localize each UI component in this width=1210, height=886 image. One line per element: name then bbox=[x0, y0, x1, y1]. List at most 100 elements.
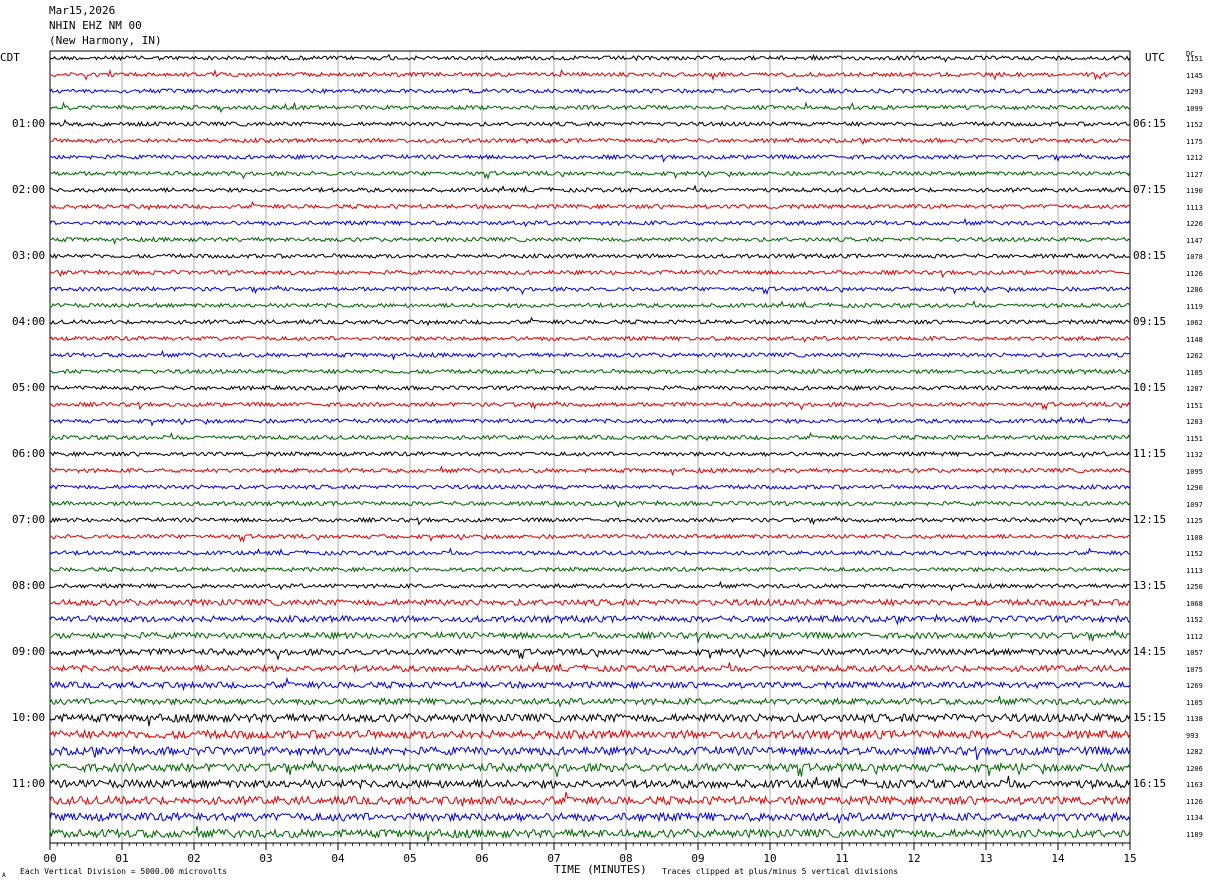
dc-offset-label: 1147 bbox=[1186, 236, 1203, 245]
dc-offset-label: 1127 bbox=[1186, 170, 1203, 179]
dc-offset-label: 1138 bbox=[1186, 715, 1203, 723]
x-tick-label: 03 bbox=[259, 852, 273, 865]
utc-time-label: 06:15 bbox=[1133, 117, 1167, 130]
left-timezone-label: CDT bbox=[0, 51, 20, 64]
dc-offset-label: 1151 bbox=[1186, 55, 1203, 63]
seismic-trace-row bbox=[49, 349, 1131, 361]
seismic-trace-row bbox=[49, 676, 1131, 692]
x-tick-label: 09 bbox=[691, 852, 705, 865]
utc-time-label: 08:15 bbox=[1133, 249, 1167, 262]
x-tick-label: 10 bbox=[763, 852, 777, 865]
x-tick-label: 06 bbox=[475, 852, 489, 865]
dc-offset-label: 1212 bbox=[1186, 154, 1203, 162]
dc-offset-label: 1190 bbox=[1186, 187, 1203, 195]
dc-offset-label: 1145 bbox=[1186, 71, 1203, 80]
seismic-trace-row bbox=[49, 400, 1131, 411]
cdt-time-label: 10:00 bbox=[12, 711, 46, 724]
dc-offset-label: 1134 bbox=[1186, 814, 1203, 822]
seismic-trace-row bbox=[49, 299, 1131, 309]
corner-mark: A bbox=[2, 872, 6, 879]
seismic-trace-row bbox=[49, 252, 1131, 260]
seismic-trace-row bbox=[49, 515, 1131, 526]
scale-note: Each Vertical Division = 5000.00 microvo… bbox=[20, 867, 228, 876]
seismic-trace-row bbox=[49, 416, 1131, 427]
utc-time-label: 16:15 bbox=[1133, 777, 1167, 790]
cdt-time-label: 02:00 bbox=[12, 183, 46, 196]
cdt-time-label: 05:00 bbox=[12, 381, 46, 394]
cdt-time-label: 06:00 bbox=[12, 447, 46, 460]
seismic-trace-row bbox=[49, 268, 1131, 279]
dc-offset-label: 1126 bbox=[1186, 269, 1203, 278]
dc-offset-label: 1112 bbox=[1186, 632, 1203, 641]
utc-time-label: 15:15 bbox=[1133, 711, 1167, 724]
dc-header-label: DC bbox=[1186, 50, 1195, 58]
dc-offset-label: 1108 bbox=[1186, 533, 1203, 542]
seismic-trace-row bbox=[49, 712, 1131, 727]
seismic-trace-row bbox=[49, 316, 1131, 327]
seismic-trace-row bbox=[49, 629, 1131, 644]
cdt-time-label: 01:00 bbox=[12, 117, 46, 130]
plot-frame bbox=[49, 50, 1131, 844]
x-tick-label: 00 bbox=[43, 852, 57, 865]
x-tick-label: 14 bbox=[1051, 852, 1065, 865]
seismic-trace-row bbox=[49, 284, 1131, 296]
dc-offset-label: 1105 bbox=[1186, 368, 1203, 377]
utc-time-label: 10:15 bbox=[1133, 381, 1167, 394]
utc-time-label: 12:15 bbox=[1133, 513, 1167, 526]
dc-offset-label: 1175 bbox=[1186, 137, 1203, 146]
dc-offset-label: 1148 bbox=[1186, 335, 1203, 344]
seismic-trace-row bbox=[49, 547, 1131, 558]
seismic-trace-row bbox=[49, 152, 1131, 163]
seismic-trace-row bbox=[49, 170, 1131, 180]
x-tick-label: 12 bbox=[907, 852, 921, 865]
seismic-trace-row bbox=[49, 580, 1131, 592]
utc-time-label: 14:15 bbox=[1133, 645, 1167, 658]
dc-offset-label: 1269 bbox=[1186, 682, 1203, 690]
seismic-trace-row bbox=[49, 695, 1131, 708]
clip-note: Traces clipped at plus/minus 5 vertical … bbox=[662, 867, 899, 876]
seismic-trace-row bbox=[49, 775, 1131, 790]
x-tick-label: 15 bbox=[1123, 852, 1137, 865]
dc-offset-label: 1105 bbox=[1186, 698, 1203, 707]
seismic-trace-row bbox=[49, 217, 1131, 228]
dc-offset-label: 1125 bbox=[1186, 517, 1203, 525]
seismic-trace-row bbox=[49, 791, 1131, 807]
right-timezone-label: UTC bbox=[1145, 51, 1165, 64]
seismic-trace-row bbox=[49, 53, 1131, 63]
cdt-time-label: 03:00 bbox=[12, 249, 46, 262]
dc-offset-label: 1250 bbox=[1186, 583, 1203, 591]
plot-date: Mar15,2026 bbox=[49, 4, 116, 17]
seismic-trace-row bbox=[49, 647, 1131, 661]
cdt-time-label: 08:00 bbox=[12, 579, 46, 592]
dc-offset-label: 1262 bbox=[1186, 352, 1203, 360]
seismic-trace-row bbox=[49, 499, 1131, 509]
cdt-time-label: 04:00 bbox=[12, 315, 46, 328]
station-code: NHIN EHZ NM 00 bbox=[49, 19, 142, 32]
seismic-trace-row bbox=[49, 483, 1131, 491]
seismic-trace-row bbox=[49, 728, 1131, 742]
utc-time-label: 09:15 bbox=[1133, 315, 1167, 328]
seismic-trace-row bbox=[49, 368, 1131, 376]
dc-offset-label: 1113 bbox=[1186, 203, 1203, 212]
x-tick-label: 11 bbox=[835, 852, 849, 865]
x-tick-label: 08 bbox=[619, 852, 633, 865]
seismic-trace-row bbox=[49, 118, 1131, 128]
x-tick-label: 01 bbox=[115, 852, 129, 865]
dc-offset-label: 1119 bbox=[1186, 302, 1203, 311]
dc-offset-label: 1226 bbox=[1186, 220, 1203, 228]
utc-time-label: 11:15 bbox=[1133, 447, 1167, 460]
dc-offset-label: 1163 bbox=[1186, 781, 1203, 789]
dc-offset-label: 1290 bbox=[1186, 484, 1203, 492]
utc-time-label: 07:15 bbox=[1133, 183, 1167, 196]
seismic-trace-row bbox=[49, 384, 1131, 393]
x-tick-label: 13 bbox=[979, 852, 993, 865]
x-axis-title: TIME (MINUTES) bbox=[554, 863, 647, 876]
cdt-time-label: 09:00 bbox=[12, 645, 46, 658]
seismic-trace-row bbox=[49, 613, 1130, 626]
dc-offset-label: 1286 bbox=[1186, 286, 1203, 294]
dc-offset-label: 1206 bbox=[1186, 764, 1203, 773]
dc-offset-label: 993 bbox=[1186, 731, 1199, 740]
seismic-trace-row bbox=[49, 566, 1131, 573]
dc-offset-label: 1282 bbox=[1186, 748, 1203, 756]
